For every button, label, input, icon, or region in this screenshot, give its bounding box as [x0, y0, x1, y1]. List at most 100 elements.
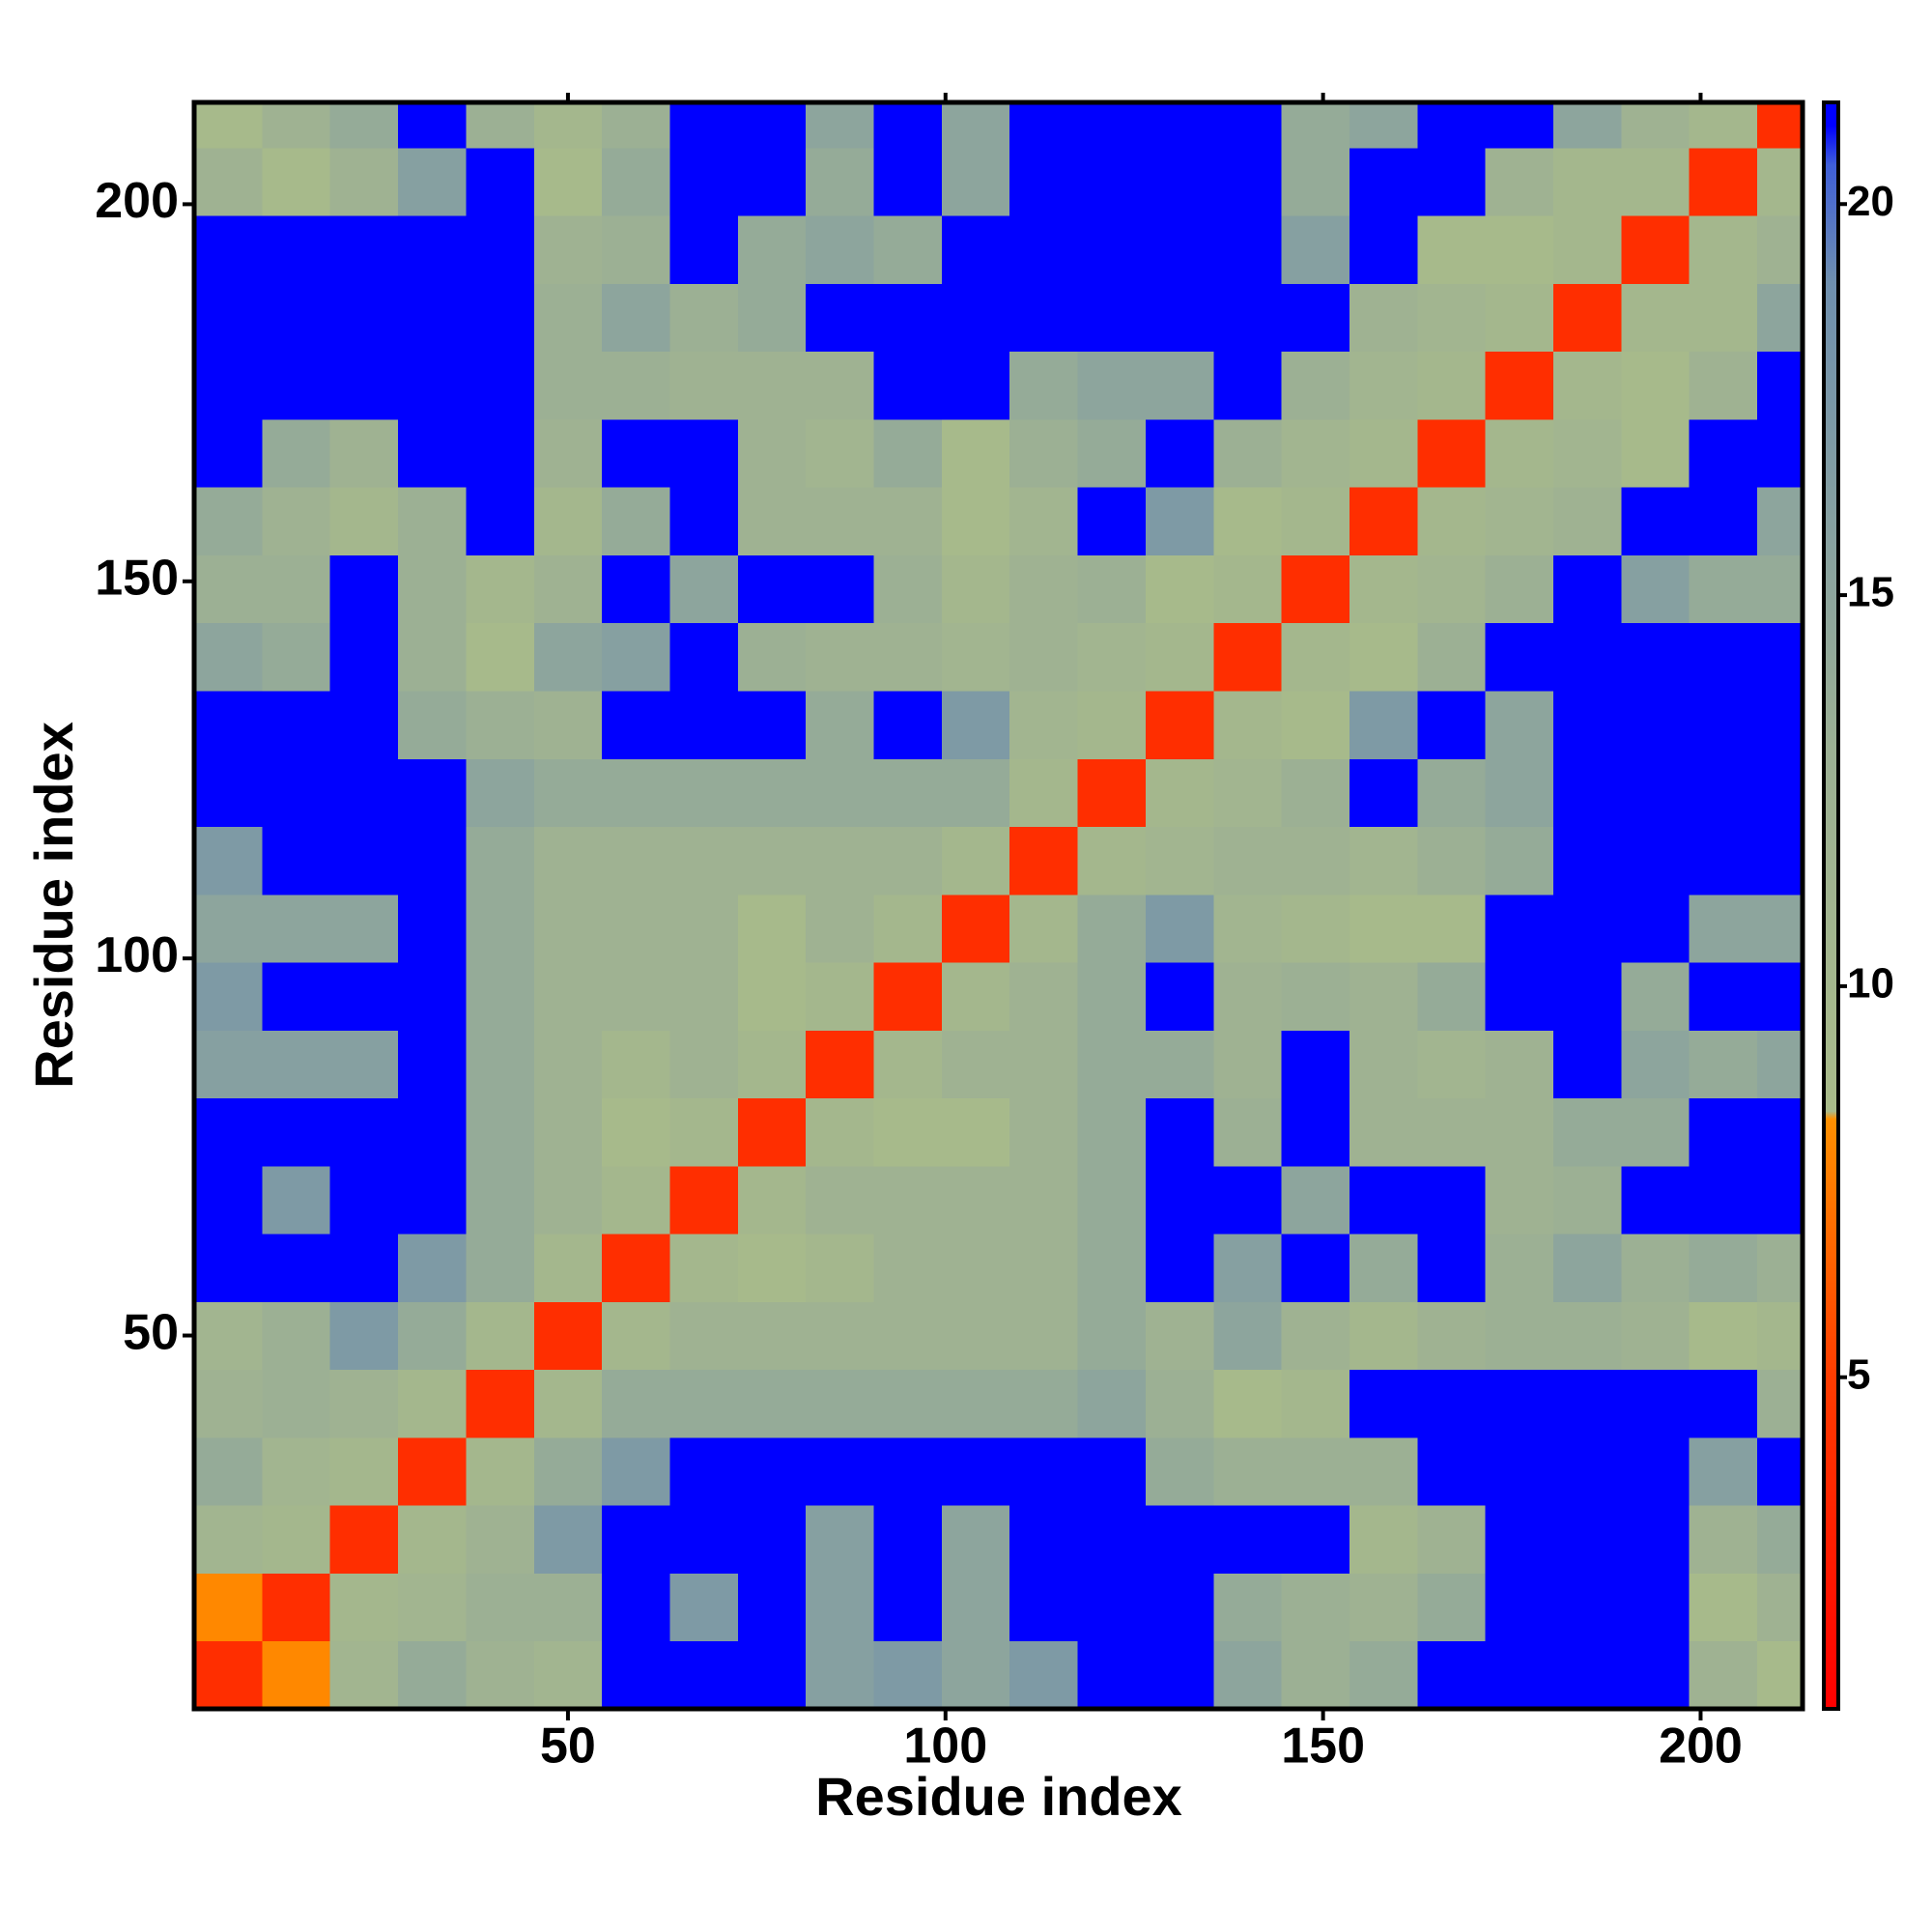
heatmap-cell — [1077, 283, 1147, 353]
heatmap-cell — [1145, 1436, 1214, 1506]
heatmap-cell — [1213, 215, 1283, 284]
heatmap-cell — [873, 962, 943, 1031]
heatmap-cell — [1757, 351, 1804, 420]
heatmap-cell — [1213, 826, 1283, 895]
heatmap-cell — [329, 1165, 399, 1235]
heatmap-cell — [1417, 1165, 1487, 1235]
heatmap-cell — [329, 1369, 399, 1438]
heatmap-cell — [1485, 1505, 1554, 1574]
heatmap-cell — [941, 283, 1010, 353]
heatmap-cell — [669, 1640, 739, 1710]
heatmap-cell — [737, 102, 807, 149]
heatmap-cell — [533, 894, 603, 963]
heatmap-cell — [941, 962, 1010, 1031]
heatmap-cell — [941, 894, 1010, 963]
heatmap-cell — [194, 1436, 263, 1506]
heatmap-cell — [1213, 1505, 1283, 1574]
heatmap-cell — [1009, 554, 1079, 624]
heatmap-cell — [737, 1369, 807, 1438]
heatmap-cell — [1145, 690, 1214, 759]
heatmap-cell — [329, 690, 399, 759]
heatmap-cell — [1145, 215, 1214, 284]
heatmap-cell — [1757, 894, 1804, 963]
heatmap-cell — [1417, 487, 1487, 555]
heatmap-cell — [1213, 1640, 1283, 1710]
heatmap-cell — [1621, 351, 1690, 420]
heatmap-cell — [1281, 826, 1350, 895]
x-tick-label: 150 — [1281, 1719, 1365, 1775]
heatmap-cell — [1145, 622, 1214, 692]
heatmap-cell — [1349, 826, 1418, 895]
heatmap-cell — [329, 962, 399, 1031]
heatmap-cell — [1485, 1301, 1554, 1371]
heatmap-cell — [1145, 351, 1214, 420]
heatmap-cell — [1009, 418, 1079, 488]
heatmap-cell — [1485, 1369, 1554, 1438]
heatmap-cell — [1621, 1165, 1690, 1235]
heatmap-cell — [806, 554, 875, 624]
heatmap-cell — [398, 1165, 467, 1235]
heatmap-cell — [329, 1030, 399, 1099]
heatmap-cell — [1485, 487, 1554, 555]
heatmap-cell — [1281, 351, 1350, 420]
heatmap-cell — [398, 690, 467, 759]
heatmap-cell — [1553, 1097, 1622, 1167]
heatmap-cell — [1621, 1030, 1690, 1099]
heatmap-cell — [1553, 1640, 1622, 1710]
heatmap-cell — [1145, 1165, 1214, 1235]
heatmap-cell — [1689, 1573, 1758, 1642]
heatmap-cell — [1757, 283, 1804, 353]
heatmap-cell — [1757, 1640, 1804, 1710]
heatmap-cell — [1145, 1301, 1214, 1371]
heatmap-cell — [1553, 102, 1622, 149]
heatmap-cell — [669, 215, 739, 284]
heatmap-cell — [941, 1573, 1010, 1642]
heatmap-cell — [329, 894, 399, 963]
heatmap-cell — [194, 894, 263, 963]
heatmap-cell — [806, 1165, 875, 1235]
heatmap-cell — [1621, 894, 1690, 963]
heatmap-cell — [1281, 487, 1350, 555]
heatmap-cell — [737, 826, 807, 895]
heatmap-cell — [1349, 1165, 1418, 1235]
heatmap-cell — [194, 758, 263, 828]
heatmap-cell — [533, 102, 603, 149]
heatmap-cell — [533, 1030, 603, 1099]
heatmap-cell — [1689, 487, 1758, 555]
heatmap-cell — [1621, 487, 1690, 555]
heatmap-cell — [262, 962, 331, 1031]
heatmap-cell — [669, 283, 739, 353]
heatmap-cell — [533, 962, 603, 1031]
heatmap-cell — [1485, 758, 1554, 828]
heatmap-cell — [873, 283, 943, 353]
heatmap-cell — [262, 283, 331, 353]
heatmap-cell — [1349, 758, 1418, 828]
heatmap-cell — [1553, 1369, 1622, 1438]
heatmap-cell — [1417, 1640, 1487, 1710]
heatmap-cell — [1077, 894, 1147, 963]
heatmap-cell — [194, 283, 263, 353]
colorbar — [1822, 100, 1840, 1711]
heatmap-cell — [1485, 1573, 1554, 1642]
heatmap-cell — [1077, 215, 1147, 284]
heatmap-cell — [398, 215, 467, 284]
heatmap-cell — [806, 622, 875, 692]
heatmap-cell — [398, 1505, 467, 1574]
heatmap-cell — [1145, 487, 1214, 555]
heatmap-cell — [873, 1097, 943, 1167]
heatmap-cell — [466, 283, 535, 353]
heatmap-cell — [194, 1097, 263, 1167]
heatmap-cell — [602, 1165, 670, 1235]
heatmap-cell — [1009, 1505, 1079, 1574]
heatmap-cell — [602, 1097, 670, 1167]
heatmap-cell — [262, 1640, 331, 1710]
heatmap-cell — [1009, 1436, 1079, 1506]
heatmap-cell — [1077, 554, 1147, 624]
heatmap-cell — [262, 554, 331, 624]
heatmap-cell — [1689, 418, 1758, 488]
heatmap-cell — [1417, 1436, 1487, 1506]
heatmap-cell — [466, 102, 535, 149]
heatmap-cell — [466, 1573, 535, 1642]
heatmap-cell — [194, 1505, 263, 1574]
heatmap-cell — [1553, 215, 1622, 284]
